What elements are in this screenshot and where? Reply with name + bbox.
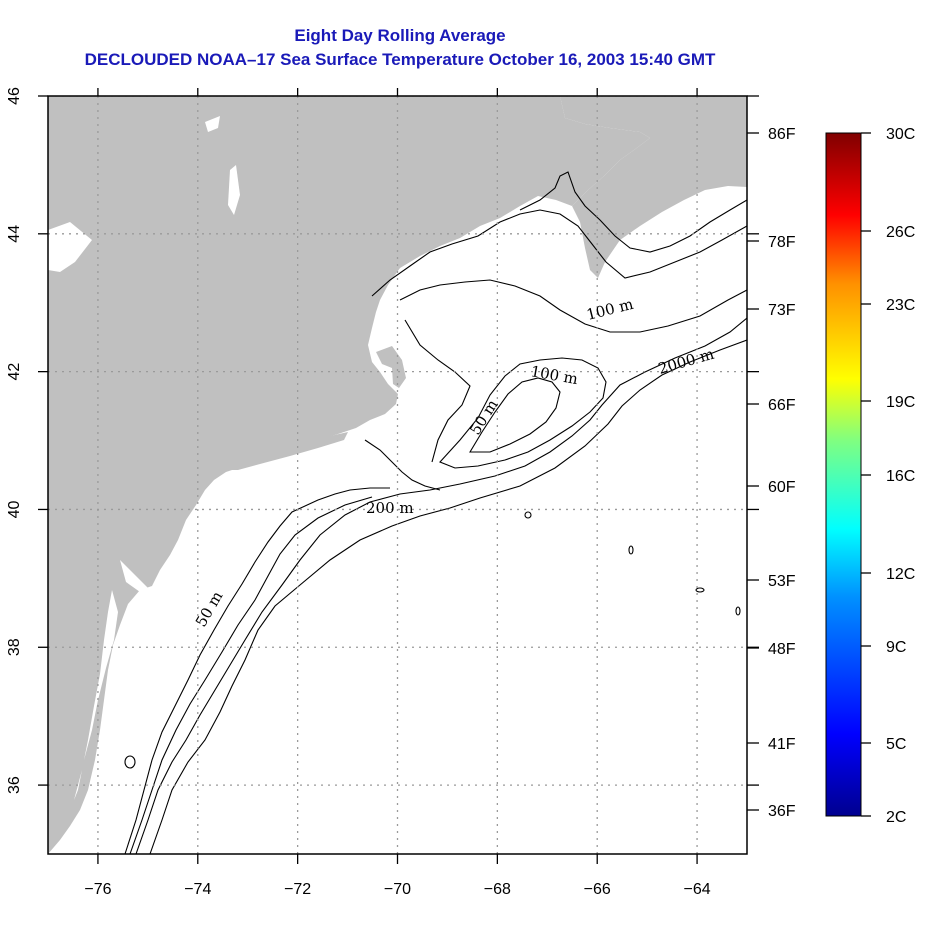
land-maritimes: [560, 96, 747, 278]
contour-seamount: [628, 545, 634, 555]
fahrenheit-label: 36F: [768, 803, 796, 820]
fahrenheit-label: 41F: [768, 736, 796, 753]
x-tick-label: −74: [184, 881, 211, 898]
contour-label-50m: 50 m: [192, 588, 227, 630]
land-cape-cod: [376, 346, 406, 388]
contour-label-100m-georges: 100 m: [529, 362, 579, 388]
contour-seamount: [695, 587, 705, 593]
fahrenheit-label: 53F: [768, 573, 796, 590]
colorbar-ticks: 86F 78F 73F 66F 60F 53F 48F 41F 36F 30C 26C 23C 19C 1…: [747, 126, 915, 826]
graticule: [48, 96, 747, 854]
contour-seamount: [735, 606, 741, 616]
fahrenheit-label: 66F: [768, 397, 796, 414]
contour-gulf-of-maine-basin: [399, 279, 747, 333]
fahrenheit-label: 48F: [768, 641, 796, 658]
contour-scotian-shelf-outer: [371, 209, 747, 297]
y-tick-label: 44: [6, 225, 23, 243]
contour-label-50m-georges: 50 m: [466, 396, 501, 438]
lake: [205, 116, 220, 132]
celsius-label: 19C: [886, 394, 915, 411]
lake: [228, 165, 240, 215]
lake: [48, 222, 92, 272]
contour-inner-shelf: [364, 439, 441, 491]
fahrenheit-label: 60F: [768, 479, 796, 496]
celsius-label: 23C: [886, 297, 915, 314]
x-tick-label: −64: [684, 881, 711, 898]
contour-georges-bank-100m: [439, 357, 607, 469]
celsius-label: 30C: [886, 126, 915, 143]
contour-scotian-shelf-inner: [519, 171, 747, 253]
contour-label-200m: 200 m: [366, 499, 414, 517]
fahrenheit-label: 86F: [768, 126, 796, 143]
contour-100m-outer: [129, 496, 373, 854]
celsius-label: 26C: [886, 224, 915, 241]
contour-gulf-of-maine-inner: [404, 319, 471, 463]
temperature-colorbar: [825, 132, 862, 817]
x-tick-label: −68: [484, 881, 511, 898]
water-delaware-bay: [120, 560, 150, 592]
y-tick-label: 46: [6, 87, 23, 105]
chart-subtitle: DECLOUDED NOAA–17 Sea Surface Temperatur…: [84, 50, 716, 69]
celsius-label: 2C: [886, 809, 906, 826]
y-tick-label: 36: [6, 776, 23, 794]
celsius-label: 5C: [886, 736, 906, 753]
celsius-label: 16C: [886, 468, 915, 485]
y-tick-label: 38: [6, 638, 23, 656]
map-axes: −76 −74 −72 −70 −68 −66 −64 36 38 40 42 44 46: [6, 87, 759, 898]
contour-label-2000m: 2000 m: [656, 345, 716, 378]
water-chesapeake-bay: [74, 590, 118, 800]
contour-50m-south: [124, 487, 390, 854]
fahrenheit-label: 78F: [768, 234, 796, 251]
y-tick-label: 42: [6, 363, 23, 381]
x-tick-label: −66: [584, 881, 611, 898]
fahrenheit-label: 73F: [768, 302, 796, 319]
contour-shoal: [124, 755, 136, 769]
land-mainland: [48, 96, 650, 854]
x-tick-label: −76: [84, 881, 111, 898]
land-long-island: [226, 432, 348, 470]
y-tick-label: 40: [6, 500, 23, 518]
contour-2000m: [149, 339, 747, 854]
celsius-label: 12C: [886, 566, 915, 583]
celsius-label: 9C: [886, 639, 906, 656]
chart-title: Eight Day Rolling Average: [294, 26, 506, 45]
contour-label-100m-scotian: 100 m: [585, 295, 636, 324]
x-tick-label: −72: [284, 881, 311, 898]
contour-georges-bank-50m: [469, 377, 561, 453]
contour-seamount: [524, 511, 532, 519]
x-tick-label: −70: [384, 881, 411, 898]
